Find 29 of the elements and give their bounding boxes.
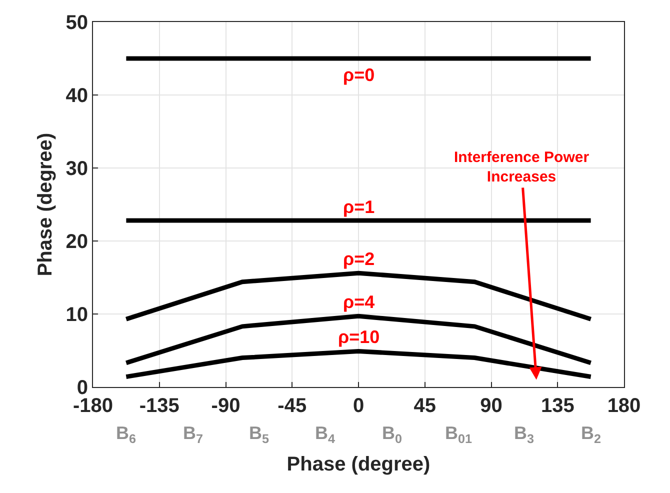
text: B$_{7}$ (183, 423, 204, 446)
y-tick-label: 10 (66, 304, 88, 326)
series-label: ρ=1 (343, 197, 375, 217)
text: B$_{6}$ (116, 423, 136, 446)
text: B$_{3}$ (514, 423, 534, 446)
text: B$_{4}$ (315, 423, 336, 446)
annotation: Interference Power Increases (454, 149, 590, 186)
series-label: ρ=10 (338, 327, 380, 347)
series-label: ρ=4 (343, 292, 375, 312)
x-tick-label: -90 (211, 395, 240, 417)
text: B$_{0}$ (382, 423, 402, 446)
text: B$_{01}$ (445, 423, 472, 446)
y-tick-label: 40 (66, 85, 88, 107)
x-tick-label: 135 (540, 395, 574, 417)
x-tick-label: 180 (607, 395, 641, 417)
series-label: ρ=2 (343, 249, 375, 269)
x-tick-label: 90 (480, 395, 502, 417)
y-tick-label: 50 (66, 12, 88, 34)
text: B$_{2}$ (581, 423, 602, 446)
y-tick-label: 20 (66, 231, 88, 253)
y-tick-label: 30 (66, 158, 88, 180)
x-tick-label: -45 (278, 395, 307, 417)
x-axis-title: Phase (degree) (286, 454, 430, 476)
x-tick-label: 45 (414, 395, 436, 417)
x-tick-label: -135 (139, 395, 180, 417)
x-tick-label: 0 (352, 395, 364, 417)
text: B$_{5}$ (249, 423, 270, 446)
series-label: ρ=0 (343, 65, 375, 85)
y-axis-title: Phase (degree) (34, 132, 56, 276)
